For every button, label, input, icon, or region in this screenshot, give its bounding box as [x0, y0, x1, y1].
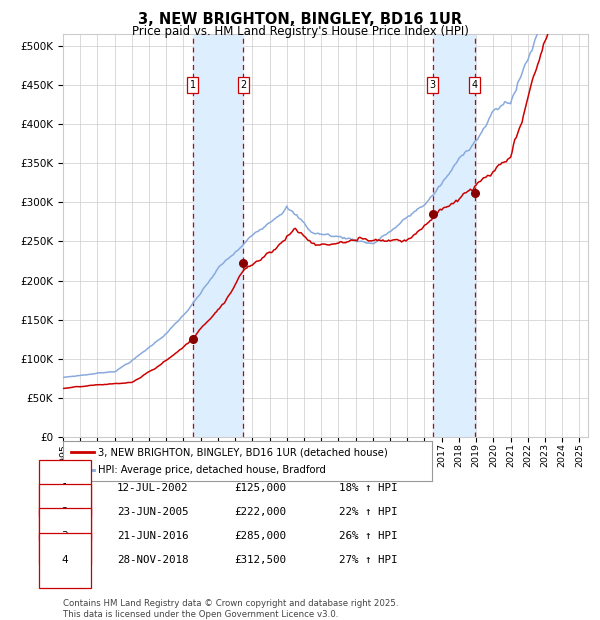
Text: 4: 4: [472, 80, 478, 90]
Text: 1: 1: [61, 483, 68, 493]
Text: £125,000: £125,000: [234, 483, 286, 493]
Text: £312,500: £312,500: [234, 556, 286, 565]
Text: 2: 2: [61, 507, 68, 517]
Text: 12-JUL-2002: 12-JUL-2002: [117, 483, 188, 493]
Text: 3: 3: [430, 80, 436, 90]
Text: 21-JUN-2016: 21-JUN-2016: [117, 531, 188, 541]
Text: £285,000: £285,000: [234, 531, 286, 541]
Text: 18% ↑ HPI: 18% ↑ HPI: [339, 483, 397, 493]
Text: 22% ↑ HPI: 22% ↑ HPI: [339, 507, 397, 517]
Text: Price paid vs. HM Land Registry's House Price Index (HPI): Price paid vs. HM Land Registry's House …: [131, 25, 469, 38]
Text: 4: 4: [61, 556, 68, 565]
Text: HPI: Average price, detached house, Bradford: HPI: Average price, detached house, Brad…: [98, 465, 326, 475]
Text: 27% ↑ HPI: 27% ↑ HPI: [339, 556, 397, 565]
Text: Contains HM Land Registry data © Crown copyright and database right 2025.
This d: Contains HM Land Registry data © Crown c…: [63, 600, 398, 619]
Text: 3: 3: [61, 531, 68, 541]
Bar: [433, 34, 475, 437]
Text: 23-JUN-2005: 23-JUN-2005: [117, 507, 188, 517]
Bar: [193, 34, 244, 437]
Text: 28-NOV-2018: 28-NOV-2018: [117, 556, 188, 565]
Text: 3, NEW BRIGHTON, BINGLEY, BD16 1UR (detached house): 3, NEW BRIGHTON, BINGLEY, BD16 1UR (deta…: [98, 448, 388, 458]
Text: 3, NEW BRIGHTON, BINGLEY, BD16 1UR: 3, NEW BRIGHTON, BINGLEY, BD16 1UR: [138, 12, 462, 27]
Text: 26% ↑ HPI: 26% ↑ HPI: [339, 531, 397, 541]
Text: 1: 1: [190, 80, 196, 90]
Text: £222,000: £222,000: [234, 507, 286, 517]
Text: 2: 2: [240, 80, 247, 90]
